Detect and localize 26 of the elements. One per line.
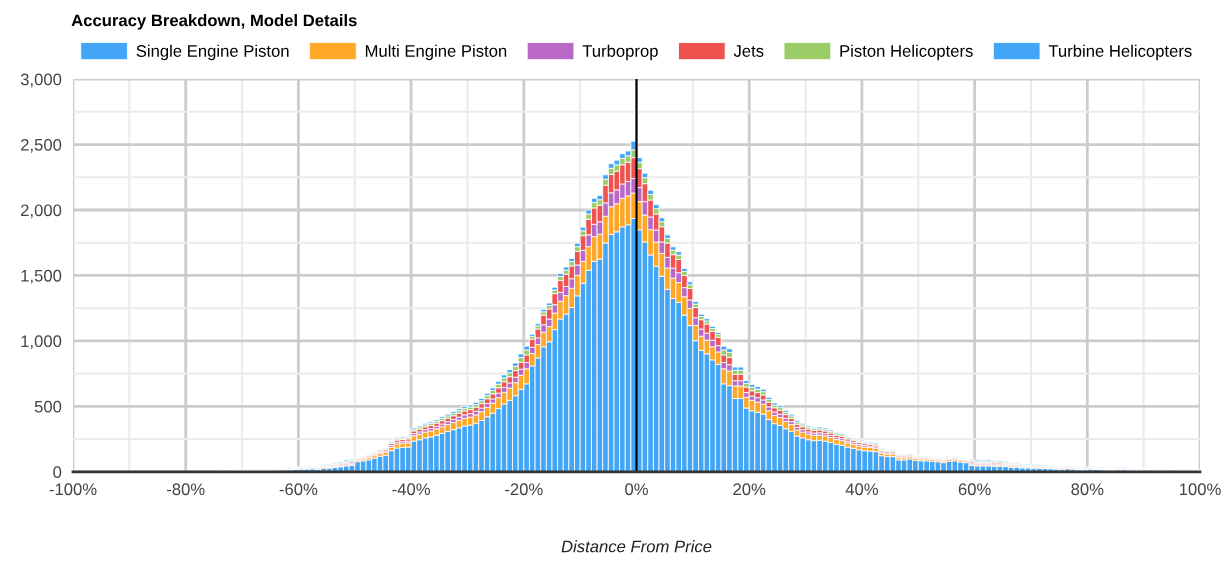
x-tick-label: -80% — [166, 483, 205, 496]
y-tick-label: 1,000 — [21, 335, 62, 350]
y-tick-label: 2,500 — [21, 138, 62, 153]
legend-label: Single Engine Piston — [136, 44, 289, 61]
y-tick-label: 500 — [34, 400, 62, 413]
x-tick-label: -60% — [279, 483, 318, 496]
y-tick-label: 2,000 — [21, 204, 62, 219]
x-tick-label: -100% — [49, 483, 97, 496]
legend-label: Multi Engine Piston — [365, 44, 507, 61]
legend-label: Turbine Helicopters — [1048, 44, 1192, 61]
x-tick-label: 40% — [845, 483, 878, 496]
x-tick-label: 20% — [733, 483, 766, 496]
legend-label: Jets — [733, 45, 764, 57]
legend-label: Piston Helicopters — [840, 44, 973, 61]
legend-label: Turboprop — [582, 44, 658, 61]
x-axis-title: Distance From Price — [561, 540, 712, 553]
y-tick-label: 1,500 — [21, 269, 62, 284]
y-tick-label: 3,000 — [20, 73, 62, 88]
chart-title: Accuracy Breakdown, Model Details — [71, 14, 357, 30]
x-tick-label: -40% — [392, 483, 430, 496]
x-tick-label: 0% — [625, 483, 648, 496]
x-tick-label: -20% — [505, 483, 543, 496]
x-tick-label: 80% — [1071, 483, 1104, 496]
y-tick-label: 0 — [53, 466, 62, 478]
x-tick-label: 100% — [1179, 483, 1221, 496]
x-tick-label: 60% — [958, 483, 991, 496]
